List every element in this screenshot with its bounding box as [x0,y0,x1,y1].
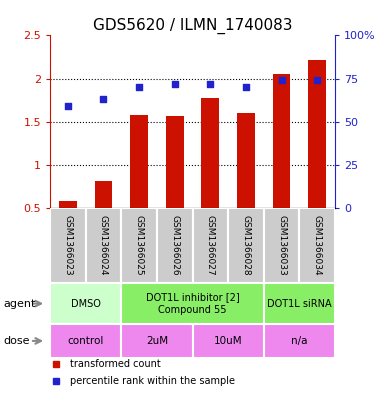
Point [278,77,285,83]
Point [314,77,320,83]
Bar [59,201,77,208]
Bar [192,208,228,283]
Text: control: control [67,336,104,346]
Bar [201,97,219,208]
Bar [237,113,255,208]
Bar [192,324,264,358]
Text: dose: dose [4,336,30,346]
Point [136,84,142,90]
Text: 2uM: 2uM [146,336,168,346]
Bar [50,324,121,358]
Text: GSM1366034: GSM1366034 [313,215,321,276]
Bar [121,283,264,324]
Text: DOT1L inhibitor [2]
Compound 55: DOT1L inhibitor [2] Compound 55 [146,292,239,315]
Point [172,81,178,87]
Text: GSM1366028: GSM1366028 [241,215,250,276]
Point [243,84,249,90]
Bar [50,208,85,283]
Text: percentile rank within the sample: percentile rank within the sample [70,376,235,386]
Text: GSM1366025: GSM1366025 [135,215,144,276]
Bar [264,208,300,283]
Point [207,81,213,87]
Bar [308,61,326,208]
Bar [130,115,148,208]
Bar [121,324,192,358]
Text: GSM1366023: GSM1366023 [64,215,72,276]
Bar [85,208,121,283]
Bar [157,208,192,283]
Bar [264,283,335,324]
Bar [95,181,112,208]
Text: GSM1366024: GSM1366024 [99,215,108,276]
Text: GSM1366026: GSM1366026 [170,215,179,276]
Bar [273,74,290,208]
Bar [264,324,335,358]
Point [100,96,107,103]
Point [65,103,71,109]
Text: GSM1366033: GSM1366033 [277,215,286,276]
Bar [228,208,264,283]
Text: 10uM: 10uM [214,336,243,346]
Text: n/a: n/a [291,336,308,346]
Bar [166,116,184,208]
Bar [300,208,335,283]
Title: GDS5620 / ILMN_1740083: GDS5620 / ILMN_1740083 [93,18,292,34]
Text: transformed count: transformed count [70,359,161,369]
Text: agent: agent [4,299,36,309]
Text: GSM1366027: GSM1366027 [206,215,215,276]
Bar [50,283,121,324]
Bar [121,208,157,283]
Text: DMSO: DMSO [71,299,100,309]
Text: DOT1L siRNA: DOT1L siRNA [267,299,331,309]
